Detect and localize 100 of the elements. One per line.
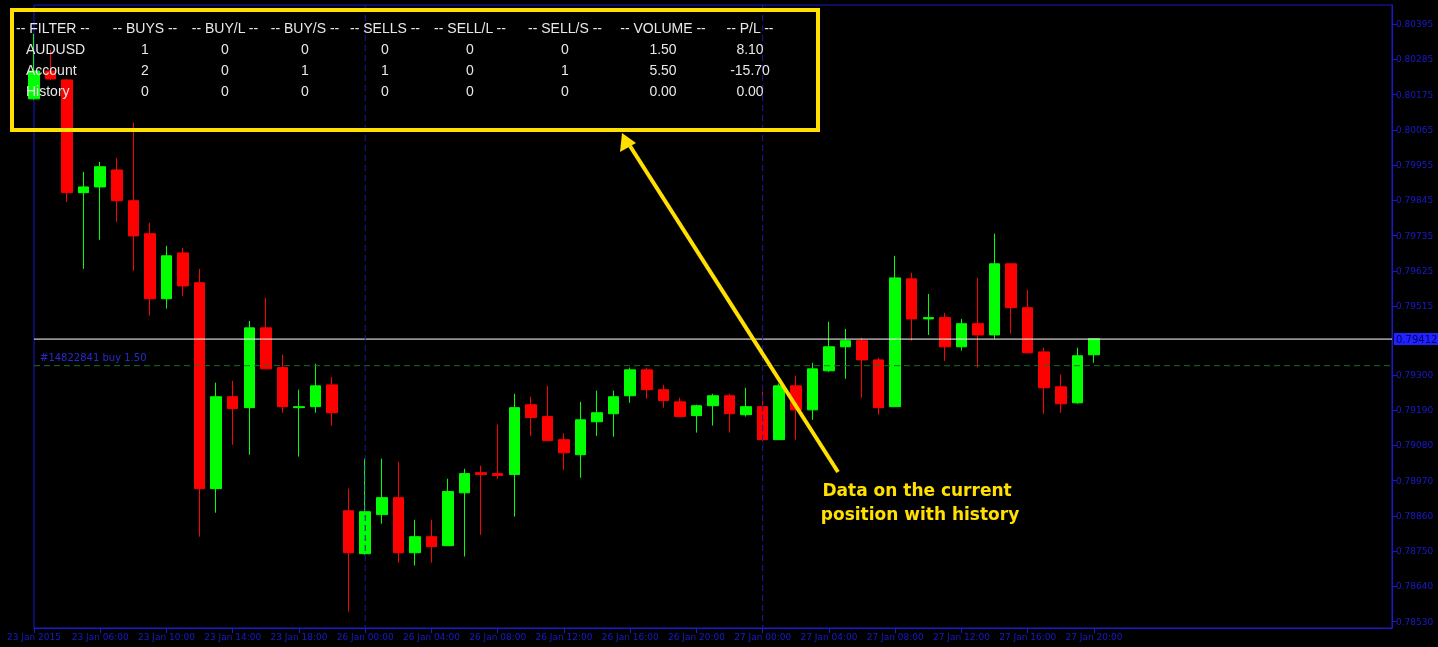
candlestick bbox=[856, 337, 868, 399]
x-tick-label: 23 Jan 18:00 bbox=[270, 631, 328, 642]
ref-line-label: #14822841 buy 1.50 bbox=[40, 352, 147, 364]
annotation: 8.10 bbox=[736, 41, 764, 57]
annotation: 0 bbox=[466, 83, 475, 99]
candlestick bbox=[873, 357, 884, 416]
candlestick bbox=[840, 328, 851, 380]
candlestick bbox=[889, 255, 901, 408]
candlestick bbox=[724, 393, 735, 434]
candlestick bbox=[144, 222, 156, 317]
candlestick bbox=[591, 390, 603, 437]
annotation: 0 bbox=[141, 83, 150, 99]
y-tick-label: 0.78970 bbox=[1396, 475, 1434, 486]
annotation: 0 bbox=[561, 41, 570, 57]
ref-line-label: 0.79412 bbox=[1396, 333, 1438, 345]
candlestick bbox=[161, 245, 172, 310]
candlestick bbox=[393, 461, 404, 564]
candlestick bbox=[641, 367, 653, 400]
candlestick bbox=[1038, 347, 1050, 415]
candlestick bbox=[757, 391, 768, 443]
annotation: 0 bbox=[301, 41, 310, 57]
candlestick bbox=[956, 318, 967, 352]
candlestick bbox=[277, 354, 288, 414]
candlestick bbox=[906, 272, 917, 342]
annotation: 0 bbox=[221, 41, 230, 57]
candlestick bbox=[542, 385, 553, 442]
x-tick-label: 26 Jan 20:00 bbox=[667, 631, 726, 642]
y-tick-label: 0.79735 bbox=[1396, 230, 1434, 241]
y-tick-label: 0.80065 bbox=[1396, 124, 1434, 135]
candlestick bbox=[707, 393, 719, 427]
candlestick bbox=[823, 321, 835, 373]
annotation: 5.50 bbox=[649, 62, 677, 78]
annotation: 0 bbox=[381, 41, 390, 57]
annotation: 0 bbox=[221, 83, 230, 99]
x-tick-label: 27 Jan 20:00 bbox=[1065, 631, 1123, 642]
y-tick-label: 0.78750 bbox=[1396, 546, 1434, 557]
annotation: 0 bbox=[466, 41, 475, 57]
annotation: -- SELL/L -- bbox=[434, 20, 507, 36]
y-tick-label: 0.80175 bbox=[1396, 89, 1434, 100]
annotation: -- FILTER -- bbox=[16, 20, 90, 36]
candlestick bbox=[740, 387, 752, 418]
x-tick-label: 23 Jan 2015 bbox=[7, 631, 61, 642]
annotation: 1.50 bbox=[649, 41, 677, 57]
x-tick-label: 26 Jan 12:00 bbox=[535, 631, 593, 642]
candlestick bbox=[359, 458, 371, 556]
candlestick bbox=[376, 458, 388, 525]
candlestick bbox=[989, 233, 1000, 340]
candlestick bbox=[409, 519, 421, 567]
annotation: 2 bbox=[141, 62, 150, 78]
annotation: -- BUY/S -- bbox=[270, 20, 340, 36]
x-tick-label: 27 Jan 08:00 bbox=[866, 631, 924, 642]
candlestick bbox=[310, 363, 321, 414]
annotation: 0.00 bbox=[736, 83, 764, 99]
candlestick bbox=[326, 376, 338, 427]
candlestick bbox=[923, 293, 934, 336]
x-tick-label: 27 Jan 16:00 bbox=[999, 631, 1057, 642]
candlestick bbox=[459, 468, 470, 558]
x-tick-label: 26 Jan 00:00 bbox=[336, 631, 394, 642]
x-tick-label: 26 Jan 04:00 bbox=[402, 631, 461, 642]
annotation: 0 bbox=[381, 83, 390, 99]
annotation: 0 bbox=[301, 83, 310, 99]
y-tick-label: 0.80395 bbox=[1396, 19, 1434, 30]
candlestick bbox=[1088, 338, 1100, 364]
y-tick-label: 0.78860 bbox=[1396, 510, 1434, 521]
candlestick bbox=[227, 380, 238, 446]
candlestick bbox=[575, 401, 586, 479]
y-tick-label: 0.78640 bbox=[1396, 581, 1434, 592]
x-tick-label: 23 Jan 10:00 bbox=[138, 631, 196, 642]
annotation: -- BUY/L -- bbox=[191, 20, 259, 36]
candlestick bbox=[260, 297, 272, 370]
x-tick-label: 23 Jan 14:00 bbox=[204, 631, 262, 642]
annotation: 0 bbox=[466, 62, 475, 78]
annotation: -- SELL/S -- bbox=[528, 20, 603, 36]
annotation: -15.70 bbox=[730, 62, 771, 78]
annotation: 1 bbox=[561, 62, 570, 78]
annotation: -- BUYS -- bbox=[112, 20, 178, 36]
candlestick bbox=[426, 519, 437, 564]
candlestick bbox=[177, 247, 189, 297]
candlestick bbox=[509, 393, 520, 518]
candlestick bbox=[658, 384, 669, 409]
candlestick bbox=[525, 396, 537, 437]
candlestick bbox=[78, 171, 89, 270]
candlestick bbox=[492, 424, 503, 480]
candlestick bbox=[210, 382, 222, 514]
candlestick bbox=[442, 478, 454, 547]
annotation: 0 bbox=[221, 62, 230, 78]
candlestick bbox=[1022, 289, 1033, 354]
annotation: 1 bbox=[381, 62, 390, 78]
candlestick bbox=[293, 389, 305, 458]
candlestick bbox=[1072, 347, 1083, 405]
candlestick bbox=[807, 362, 818, 421]
x-tick-label: 23 Jan 06:00 bbox=[71, 631, 130, 642]
x-tick-label: 27 Jan 00:00 bbox=[734, 631, 792, 642]
annotation: 1 bbox=[301, 62, 310, 78]
y-tick-label: 0.79625 bbox=[1396, 265, 1434, 276]
y-tick-label: 0.79080 bbox=[1396, 440, 1434, 451]
candlestick bbox=[939, 312, 951, 362]
candlestick bbox=[972, 277, 984, 369]
candlestick bbox=[1005, 263, 1017, 335]
x-tick-label: 26 Jan 08:00 bbox=[469, 631, 527, 642]
